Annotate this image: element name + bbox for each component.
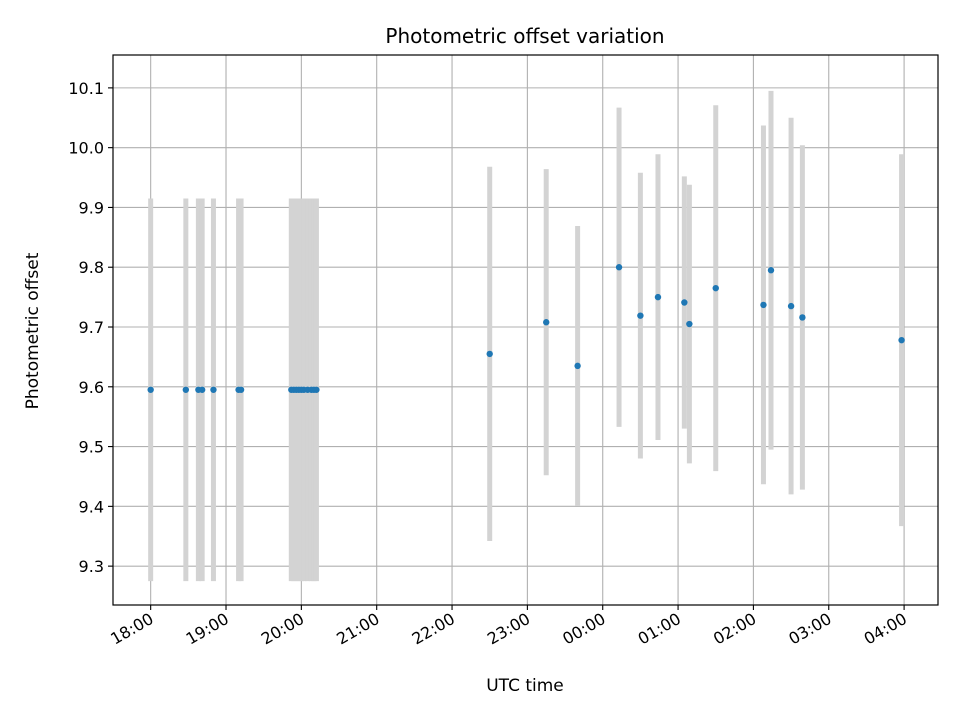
chart-title: Photometric offset variation [385,24,664,48]
y-tick-label: 10.1 [68,79,104,98]
data-point [237,386,245,393]
data-point [574,362,581,370]
y-tick-label: 9.5 [79,438,104,457]
data-point [767,267,775,274]
data-point [681,299,688,306]
y-tick-label: 9.7 [79,318,104,337]
data-points [147,264,905,393]
data-point [898,336,905,344]
y-tick-label: 9.6 [79,378,104,397]
data-point [787,302,795,310]
data-point [313,386,320,393]
plot-frame [112,54,939,606]
data-point [654,293,662,301]
data-point [799,314,806,321]
y-tick-label: 9.8 [79,258,104,277]
y-tick-label: 9.3 [79,557,104,576]
data-point [712,284,719,292]
y-axis-ticks: 9.3 9.4 9.5 9.6 9.7 9.8 9.9 10.0 10.1 [68,79,113,576]
data-point [615,264,623,271]
data-point [686,320,693,328]
data-point [182,386,190,393]
x-axis-title: UTC time [486,676,564,696]
data-point [198,386,206,393]
data-point [637,312,644,319]
data-point [486,350,493,358]
y-tick-label: 10.0 [68,139,104,158]
y-axis-title: Photometric offset [23,252,43,409]
y-tick-label: 9.9 [79,198,104,217]
data-point [760,301,767,309]
data-point [543,319,550,326]
y-tick-label: 9.4 [79,497,104,516]
data-point [210,386,217,393]
data-point [147,386,154,393]
